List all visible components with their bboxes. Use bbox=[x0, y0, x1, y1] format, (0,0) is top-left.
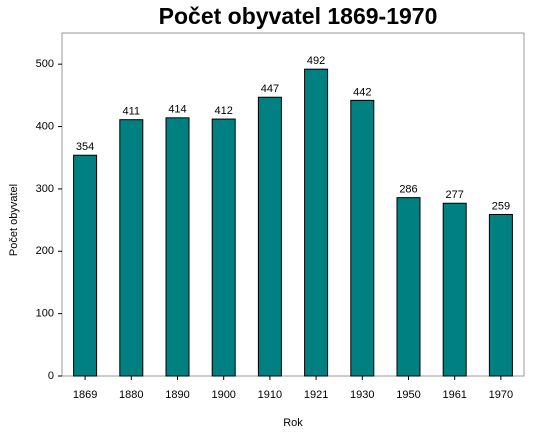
x-tick-label: 1890 bbox=[165, 389, 189, 401]
x-tick-label: 1930 bbox=[350, 389, 374, 401]
y-tick-label: 0 bbox=[48, 370, 54, 382]
y-tick-label: 500 bbox=[36, 58, 54, 70]
bar bbox=[257, 96, 282, 377]
x-tick-label: 1900 bbox=[211, 389, 235, 401]
value-label: 447 bbox=[261, 83, 279, 95]
bar bbox=[73, 154, 98, 377]
value-label: 354 bbox=[76, 141, 94, 153]
value-label: 442 bbox=[353, 86, 371, 98]
plot-frame bbox=[61, 32, 525, 377]
bar bbox=[442, 202, 467, 377]
bar bbox=[304, 68, 329, 377]
x-tick-label: 1880 bbox=[119, 389, 143, 401]
x-tick-label: 1910 bbox=[258, 389, 282, 401]
value-label: 492 bbox=[307, 55, 325, 67]
bar bbox=[396, 197, 421, 377]
x-tick-label: 1869 bbox=[73, 389, 97, 401]
y-tick-label: 200 bbox=[36, 245, 54, 257]
y-tick-label: 400 bbox=[36, 120, 54, 132]
x-axis-label: Rok bbox=[283, 417, 303, 429]
value-label: 286 bbox=[399, 184, 417, 196]
x-tick-label: 1970 bbox=[489, 389, 513, 401]
value-label: 414 bbox=[168, 104, 186, 116]
x-tick-label: 1921 bbox=[304, 389, 328, 401]
value-label: 277 bbox=[446, 189, 464, 201]
value-label: 411 bbox=[123, 106, 141, 118]
y-tick-label: 100 bbox=[36, 308, 54, 320]
value-label: 412 bbox=[215, 105, 233, 117]
x-tick-label: 1950 bbox=[396, 389, 420, 401]
bar bbox=[350, 99, 375, 377]
bar bbox=[165, 117, 190, 377]
y-tick-label: 300 bbox=[36, 183, 54, 195]
x-tick-label: 1961 bbox=[442, 389, 466, 401]
y-axis-label: Počet obyvatel bbox=[8, 184, 20, 256]
bar bbox=[119, 119, 144, 377]
chart-title: Počet obyvatel 1869-1970 bbox=[159, 3, 438, 29]
bar bbox=[211, 118, 236, 377]
value-label: 259 bbox=[492, 200, 510, 212]
bar bbox=[488, 213, 513, 377]
